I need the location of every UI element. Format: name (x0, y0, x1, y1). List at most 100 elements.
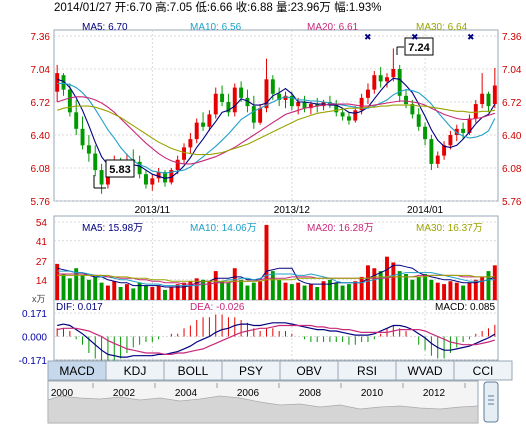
volume-bar (118, 287, 123, 300)
volume-bar (334, 282, 339, 300)
volume-bar (201, 279, 206, 300)
candle-body (454, 128, 459, 135)
overview-scroll-handle[interactable] (483, 381, 499, 423)
volume-ma5-line (57, 264, 496, 288)
overview-year-label: 2004 (175, 388, 198, 399)
candle-body (473, 104, 478, 119)
candle-body (416, 114, 421, 127)
date-axis-label: 2013/12 (274, 205, 311, 216)
candle-body (182, 147, 186, 160)
tab-boll[interactable]: BOLL (163, 360, 223, 381)
volume-unit-label: x万 (32, 294, 46, 304)
tab-psy[interactable]: PSY (221, 360, 281, 381)
price-ma20-line (57, 96, 495, 165)
candle-body (144, 174, 148, 185)
volume-bar (112, 281, 117, 300)
price-tick-right: 6.40 (502, 131, 522, 142)
volume-bar (302, 285, 307, 300)
volume-bar (480, 276, 485, 300)
tab-rsi[interactable]: RSI (337, 360, 397, 381)
price-tick-right: 5.76 (502, 197, 522, 208)
volume-bar (67, 278, 72, 300)
candle-body (93, 153, 98, 171)
candle-body (220, 93, 225, 102)
volume-bar (188, 281, 193, 300)
overview-year-label: 2006 (237, 388, 260, 399)
volume-bar (239, 279, 244, 300)
candle-body (340, 112, 345, 117)
marker-x-icon: ✖ (411, 32, 419, 42)
candle-body (251, 106, 256, 123)
candle-body (163, 172, 167, 183)
tab-obv[interactable]: OBV (279, 360, 339, 381)
macd-series (56, 314, 496, 364)
candle-body (289, 95, 294, 107)
volume-bar (93, 276, 98, 300)
candle-body (245, 97, 250, 107)
price-tick-left: 6.40 (31, 131, 51, 142)
macd-legend-dif: DIF: 0.017 (56, 302, 103, 313)
price-tick-right: 6.08 (502, 164, 522, 175)
volume-bar (131, 288, 136, 300)
overview-year-label: 2002 (113, 388, 136, 399)
volume-bar (315, 287, 320, 300)
volume-bar (473, 279, 478, 300)
volume-bar (308, 284, 313, 300)
macd-legend-macd: MACD: 0.085 (435, 302, 495, 313)
volume-bar (194, 278, 199, 300)
price-legend-ma10: MA10: 6.56 (190, 22, 242, 33)
candle-body (404, 95, 408, 105)
low-callout-label: 5.83 (109, 164, 130, 176)
header-volume-label: 量: (276, 1, 291, 14)
volume-bar (232, 268, 237, 300)
volume-bar (74, 268, 79, 300)
volume-bar (410, 279, 415, 300)
volume-legend-ma20: MA20: 16.28万 (307, 223, 374, 234)
volume-tick: 41 (36, 237, 48, 248)
high-callout-label: 7.24 (408, 42, 430, 54)
tab-cci[interactable]: CCI (453, 360, 513, 381)
volume-bar (391, 262, 396, 300)
tab-kdj[interactable]: KDJ (105, 360, 165, 381)
volume-bar (283, 282, 288, 300)
volume-bar (175, 284, 180, 300)
volume-bar (86, 279, 91, 300)
candle-body (213, 93, 218, 115)
candle-body (175, 159, 180, 171)
candle-body (397, 69, 402, 96)
volume-bar (492, 265, 497, 300)
candle-body (391, 69, 396, 78)
volume-bar (416, 276, 421, 300)
volume-tick: 54 (36, 218, 48, 229)
macd-tick: 0.171 (22, 309, 47, 320)
candle-body (61, 75, 66, 90)
candle-body (372, 75, 377, 90)
candle-body (105, 172, 110, 185)
volume-ma30-line (57, 274, 495, 282)
dif-line (57, 322, 496, 358)
volume-bar (258, 281, 263, 300)
candle-body (264, 79, 269, 109)
volume-bar (372, 268, 377, 300)
candle-body (366, 89, 370, 98)
volume-bar (163, 289, 167, 300)
volume-bar (327, 279, 332, 300)
volume-ma20-line (57, 273, 495, 285)
tab-wvad[interactable]: WVAD (395, 360, 455, 381)
tab-macd[interactable]: MACD (47, 360, 107, 381)
volume-bar (226, 282, 231, 300)
tab-label: MACD (59, 364, 95, 378)
candle-body (429, 139, 434, 164)
overview-year-label: 2008 (299, 388, 322, 399)
volume-bar (448, 281, 453, 300)
candle-body (270, 79, 275, 94)
low-callout: 5.83 (93, 159, 135, 189)
candle-body (150, 178, 155, 185)
candle-body (423, 126, 428, 140)
volume-bar (366, 265, 370, 300)
macd-legend-dea: DEA: -0.026 (190, 302, 245, 313)
volume-bar (461, 285, 466, 300)
price-legend-ma5: MA5: 6.70 (82, 22, 128, 33)
price-tick-left: 7.36 (31, 32, 51, 43)
candle-body (283, 95, 288, 100)
